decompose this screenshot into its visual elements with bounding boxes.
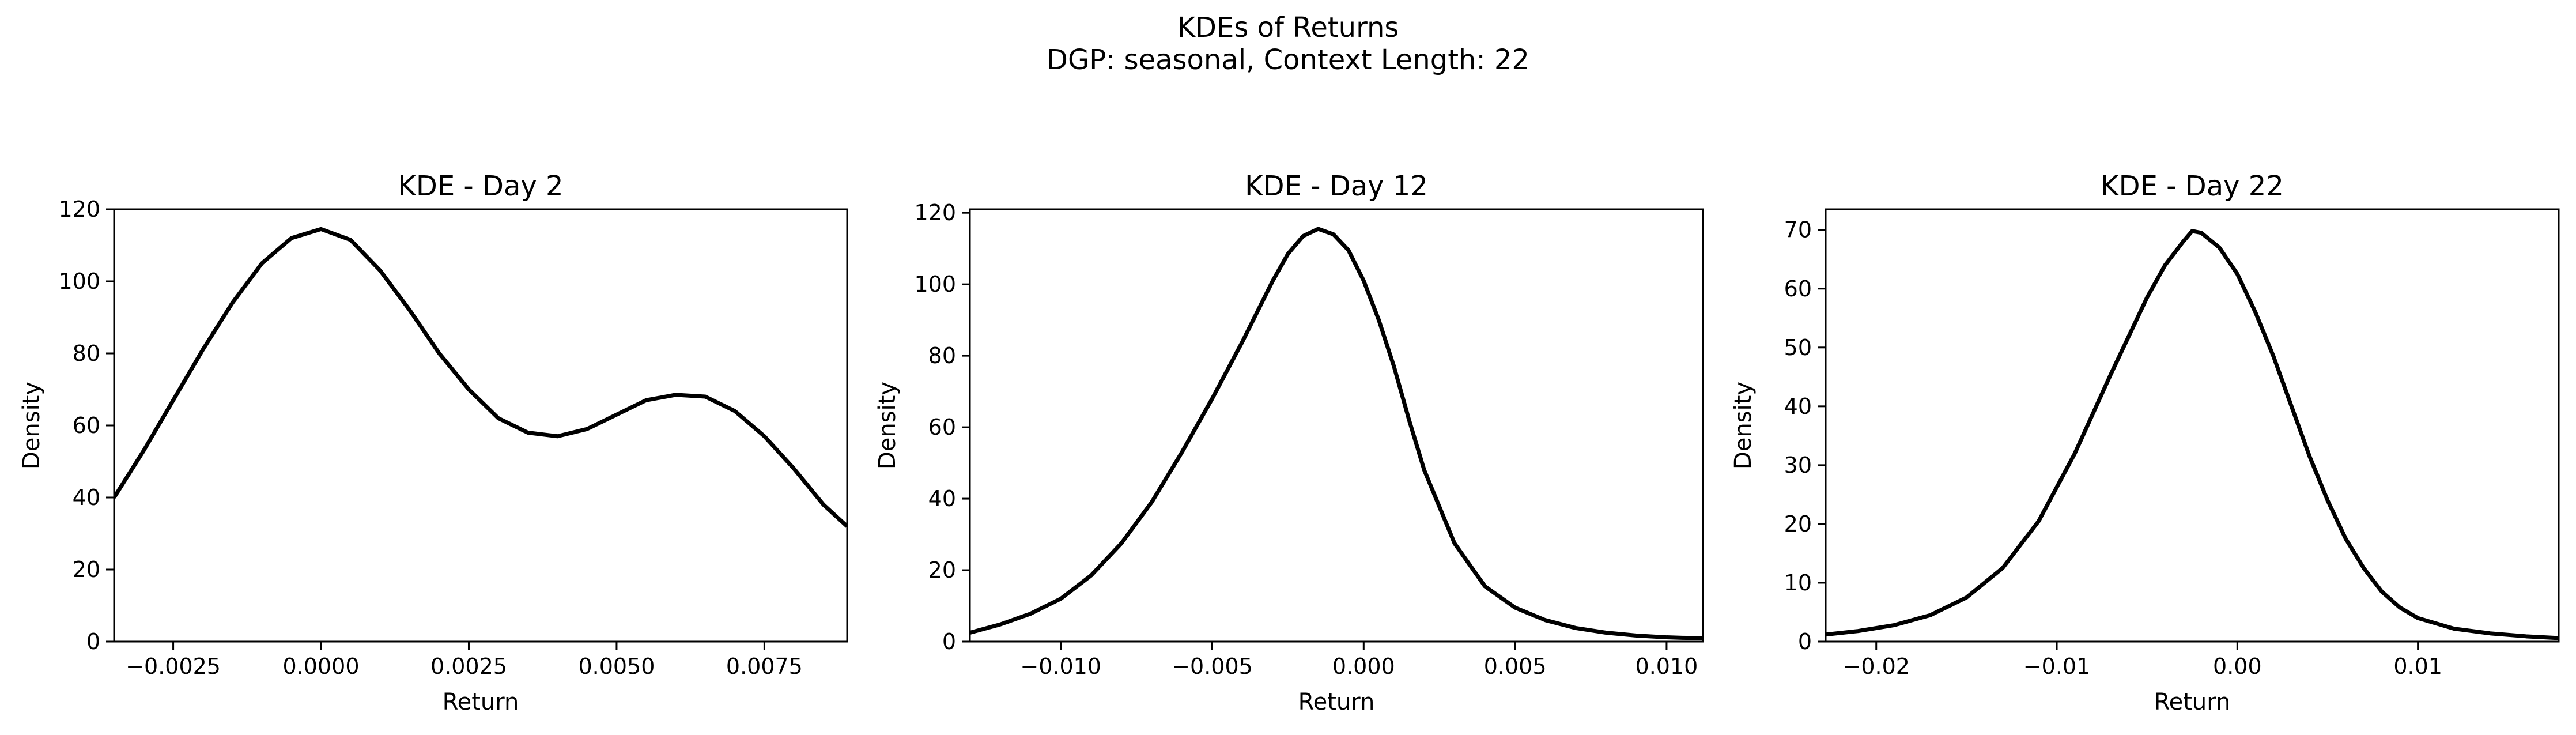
y-tick-label: 60 (1784, 276, 1812, 301)
x-tick-label: 0.01 (2393, 654, 2442, 679)
x-axis-label: Return (2154, 689, 2231, 715)
y-tick-label: 80 (73, 341, 100, 366)
y-tick-label: 80 (928, 343, 956, 368)
x-axis-label: Return (443, 689, 519, 715)
axes-frame (1825, 208, 2560, 643)
y-tick-label: 20 (1784, 511, 1812, 537)
x-tick-label: 0.00 (2213, 654, 2262, 679)
y-tick-label: 20 (928, 557, 956, 583)
y-tick-label: 100 (914, 272, 956, 297)
kde-panel-day-2: KDE - Day 2 −0.0025 0.0000 0.0025 0.0050 0.00… (18, 170, 848, 715)
figure-subtitle: DGP: seasonal, Context Length: 22 (1047, 44, 1529, 76)
y-tick-label: 0 (1798, 629, 1812, 654)
kde-curve (970, 227, 1703, 640)
x-tick-label: 0.005 (1484, 654, 1547, 679)
y-tick-label: 120 (58, 197, 100, 222)
y-axis-label: Density (18, 382, 45, 469)
x-tick-label: 0.0075 (726, 654, 803, 679)
axes-frame (969, 208, 1704, 643)
y-tick-label: 120 (914, 200, 956, 225)
y-tick-label: 50 (1784, 335, 1812, 360)
y-tick-label: 20 (73, 557, 100, 582)
y-tick-label: 70 (1784, 217, 1812, 243)
x-tick-label: −0.02 (1842, 654, 1909, 679)
y-tick-label: 60 (928, 414, 956, 440)
x-tick-label: 0.000 (1332, 654, 1395, 679)
figure-title: KDEs of Returns (1177, 12, 1399, 44)
y-tick-label: 40 (1784, 394, 1812, 419)
panel-title: KDE - Day 12 (1245, 170, 1428, 202)
kde-panel-day-12: KDE - Day 12 −0.010 −0.005 0.000 0.005 0.010 0… (874, 170, 1704, 715)
y-tick-label: 100 (58, 269, 100, 294)
kde-curve (1826, 229, 2559, 640)
y-tick-label: 10 (1784, 570, 1812, 595)
kde-curve (114, 227, 847, 528)
x-tick-label: −0.0025 (126, 654, 221, 679)
x-axis-label: Return (1298, 689, 1375, 715)
panel-title: KDE - Day 2 (398, 170, 563, 202)
x-tick-label: 0.0025 (430, 654, 507, 679)
kde-panel-day-22: KDE - Day 22 −0.02 −0.01 0.00 0.01 0 10 20 30 40 5… (1730, 170, 2560, 715)
x-tick-label: −0.010 (1020, 654, 1101, 679)
x-tick-label: 0.010 (1636, 654, 1698, 679)
y-tick-label: 0 (942, 629, 956, 654)
y-axis-label: Density (874, 382, 901, 469)
x-tick-label: −0.01 (2023, 654, 2090, 679)
panel-title: KDE - Day 22 (2101, 170, 2284, 202)
axes-frame (113, 208, 848, 643)
x-tick-label: 0.0050 (578, 654, 655, 679)
y-tick-label: 40 (73, 485, 100, 510)
y-axis-label: Density (1730, 382, 1757, 469)
x-tick-label: −0.005 (1172, 654, 1253, 679)
y-tick-label: 40 (928, 486, 956, 511)
y-tick-label: 0 (86, 629, 100, 654)
y-tick-label: 30 (1784, 453, 1812, 478)
x-tick-label: 0.0000 (283, 654, 360, 679)
y-tick-label: 60 (73, 413, 100, 438)
